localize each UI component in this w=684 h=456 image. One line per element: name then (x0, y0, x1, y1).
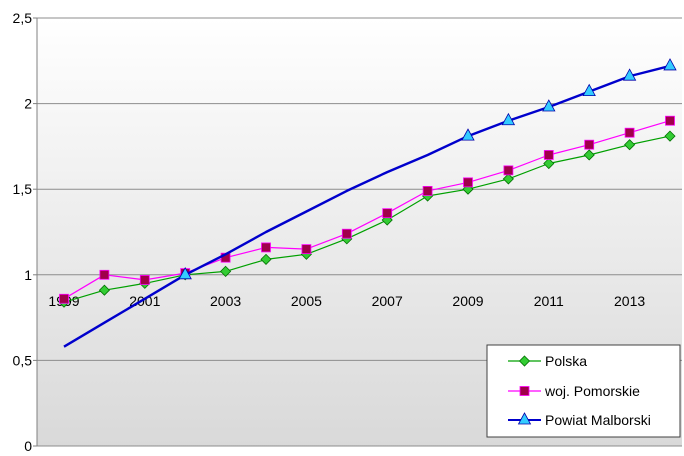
series-line (63, 120, 671, 300)
data-point (382, 208, 393, 219)
data-point (461, 128, 475, 141)
data-point (663, 58, 677, 71)
series-line (63, 135, 671, 303)
y-tick-label: 1 (24, 267, 32, 283)
data-point (422, 186, 433, 196)
data-point (542, 99, 556, 112)
x-tick-label: 2003 (210, 293, 241, 309)
data-point (261, 242, 271, 253)
data-point (341, 228, 352, 239)
data-point (502, 173, 514, 185)
x-tick-label: 2013 (614, 293, 645, 309)
legend-marker-pomorskie (519, 386, 530, 396)
y-axis-ticks: 0 0,5 1 1,5 2 2,5 (13, 10, 37, 454)
data-point (622, 68, 637, 81)
legend-marker-malborski (517, 412, 532, 425)
series-line (63, 64, 671, 348)
data-point (664, 130, 676, 142)
data-point (584, 139, 595, 150)
legend-label-pomorskie: woj. Pomorskie (544, 383, 640, 399)
data-point (260, 253, 272, 265)
data-point (98, 284, 110, 296)
legend-label-malborski: Powiat Malborski (545, 412, 651, 428)
data-point (665, 115, 675, 126)
data-point (178, 266, 192, 280)
x-tick-label: 2009 (452, 293, 483, 309)
x-tick-label: 2005 (291, 293, 322, 309)
data-point (59, 293, 69, 304)
data-point (543, 157, 555, 170)
legend-entry-polska: Polska (508, 353, 587, 369)
legend-label-polska: Polska (545, 353, 587, 369)
data-point (624, 139, 636, 151)
data-point (301, 244, 312, 255)
series-2 (63, 58, 677, 348)
data-point (220, 265, 232, 277)
y-tick-label: 0,5 (13, 352, 33, 368)
series-layer (58, 58, 677, 348)
data-point (463, 177, 473, 188)
y-tick-label: 2,5 (13, 10, 33, 26)
legend-entry-malborski: Powiat Malborski (508, 412, 651, 428)
data-point (99, 269, 110, 280)
gridlines (37, 17, 682, 447)
x-tick-label: 2007 (372, 293, 403, 309)
y-tick-label: 2 (24, 96, 32, 112)
data-point (139, 275, 150, 285)
data-point (582, 83, 596, 97)
data-point (583, 149, 595, 161)
data-point (624, 127, 635, 138)
data-point (501, 112, 516, 126)
legend-entry-pomorskie: woj. Pomorskie (508, 383, 640, 399)
data-point (503, 165, 514, 176)
x-tick-label: 2011 (534, 293, 564, 309)
y-tick-label: 1,5 (13, 181, 33, 197)
data-point (543, 150, 554, 160)
legend: Polska woj. Pomorskie Powiat Malborski (486, 344, 681, 438)
y-tick-label: 0 (24, 438, 32, 451)
legend-marker-polska (518, 355, 531, 367)
x-axis-ticks: 19992001200320052007200920112013 (48, 293, 645, 309)
x-tick-label: 2001 (129, 293, 160, 309)
